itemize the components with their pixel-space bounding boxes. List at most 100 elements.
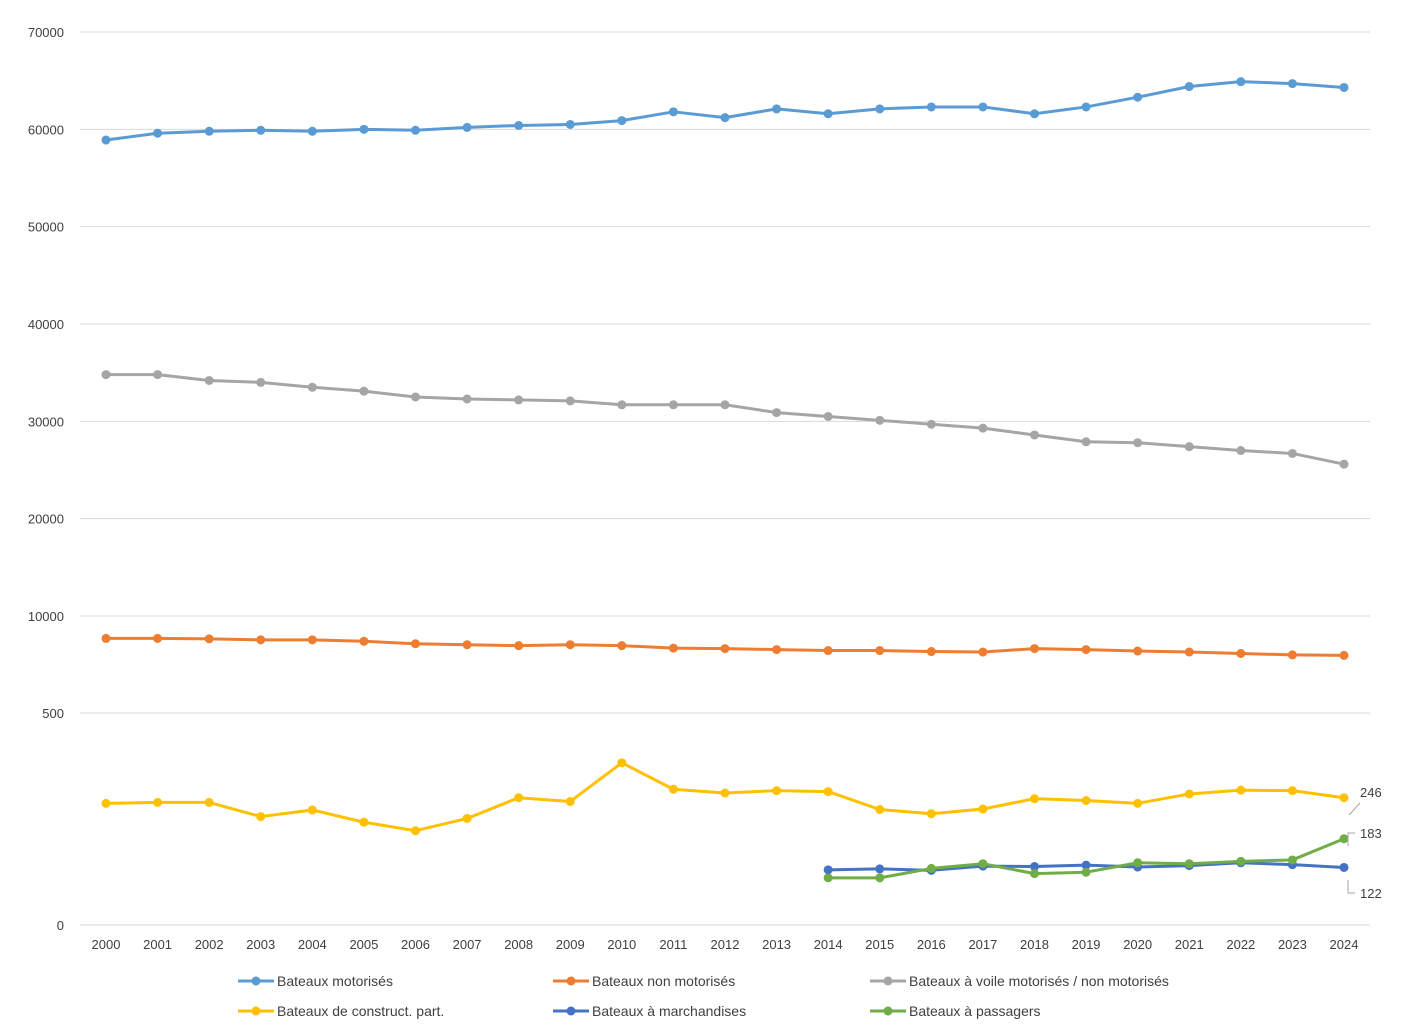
data-point (256, 812, 266, 822)
data-point (101, 798, 111, 808)
data-point (204, 126, 214, 136)
data-point (1030, 794, 1039, 804)
legend-marker (566, 976, 576, 986)
data-point (978, 804, 988, 814)
legend-label: Bateaux motorisés (277, 973, 393, 989)
data-point (1236, 77, 1246, 87)
data-point (926, 809, 936, 819)
x-tick-label: 2018 (1020, 937, 1049, 952)
legend-label: Bateaux non motorisés (592, 973, 735, 989)
data-point (462, 640, 472, 650)
data-point (359, 817, 369, 827)
x-tick-label: 2012 (711, 937, 740, 952)
legend-item: Bateaux non motorisés (553, 973, 735, 989)
data-point (204, 634, 214, 644)
data-point (823, 411, 833, 421)
x-tick-label: 2014 (814, 937, 843, 952)
data-point (772, 104, 782, 114)
x-tick-label: 2006 (401, 937, 430, 952)
data-point (1133, 438, 1143, 448)
y-tick-label: 60000 (28, 122, 64, 137)
data-point (875, 864, 885, 874)
data-point (359, 124, 369, 134)
x-axis-tick-labels: 2000 2001 2002 2003 2004 2005 2006 2007 2008 2009… (92, 937, 1359, 952)
legend-marker (251, 1006, 261, 1016)
data-point (153, 633, 163, 643)
data-point (668, 784, 678, 794)
data-point (1081, 796, 1091, 806)
data-point (153, 797, 163, 807)
data-point (256, 377, 266, 387)
data-point (668, 643, 678, 653)
data-point (1339, 650, 1349, 660)
data-point (1339, 793, 1349, 803)
data-point (1081, 867, 1091, 877)
legend: Bateaux motorisés Bateaux non motorisés Ba… (238, 973, 1169, 1019)
x-tick-label: 2002 (195, 937, 224, 952)
y-tick-label: 10000 (28, 609, 64, 624)
x-tick-label: 2017 (968, 937, 997, 952)
data-point (1236, 648, 1246, 658)
data-point (411, 125, 420, 135)
legend-item: Bateaux de construct. part. (238, 1003, 444, 1019)
data-point (1133, 92, 1143, 102)
data-point (875, 104, 885, 114)
data-point (823, 873, 833, 883)
data-point (307, 126, 317, 136)
data-point (617, 758, 627, 768)
data-point (1287, 79, 1297, 89)
data-point (1339, 834, 1349, 844)
data-label: 183 (1360, 826, 1382, 841)
data-point (514, 641, 524, 651)
data-point (720, 788, 730, 798)
data-point (978, 859, 988, 869)
x-tick-label: 2001 (143, 937, 172, 952)
data-point (1184, 859, 1194, 869)
data-point (462, 813, 472, 823)
data-point (1133, 646, 1143, 656)
x-tick-label: 2011 (659, 937, 687, 952)
data-point (1287, 855, 1297, 865)
data-point (1081, 860, 1091, 870)
legend-label: Bateaux de construct. part. (277, 1003, 444, 1019)
data-point (1030, 109, 1039, 119)
x-tick-label: 2000 (92, 937, 121, 952)
data-point (772, 645, 782, 655)
data-point (1287, 786, 1297, 796)
data-point (823, 646, 833, 656)
data-point (1339, 82, 1349, 92)
legend-item: Bateaux à voile motorisés / non motorisé… (870, 973, 1169, 989)
x-tick-label: 2020 (1123, 937, 1152, 952)
data-point (875, 415, 885, 425)
y-tick-label: 50000 (28, 220, 64, 235)
data-point (411, 392, 420, 402)
data-point (204, 375, 214, 385)
data-point (875, 646, 885, 656)
data-point (1339, 459, 1349, 469)
data-point (926, 647, 936, 657)
data-point (462, 122, 472, 132)
x-tick-label: 2009 (556, 937, 585, 952)
data-point (720, 400, 730, 410)
data-point (1030, 430, 1039, 440)
data-point (1287, 448, 1297, 458)
data-point (204, 797, 214, 807)
data-label: 122 (1360, 886, 1382, 901)
x-tick-label: 2024 (1330, 937, 1359, 952)
x-tick-label: 2008 (504, 937, 533, 952)
data-point (307, 805, 317, 815)
data-label: 246 (1360, 785, 1382, 800)
series-line (105, 80, 1345, 142)
data-point (926, 419, 936, 429)
data-point (1236, 446, 1246, 456)
x-tick-label: 2019 (1072, 937, 1101, 952)
data-point (772, 408, 782, 418)
data-point (1287, 650, 1297, 660)
data-point (153, 128, 163, 138)
data-point (720, 644, 730, 654)
data-point (772, 786, 782, 796)
y-tick-label: 500 (42, 706, 64, 721)
data-point (411, 826, 420, 836)
data-point (875, 805, 885, 814)
